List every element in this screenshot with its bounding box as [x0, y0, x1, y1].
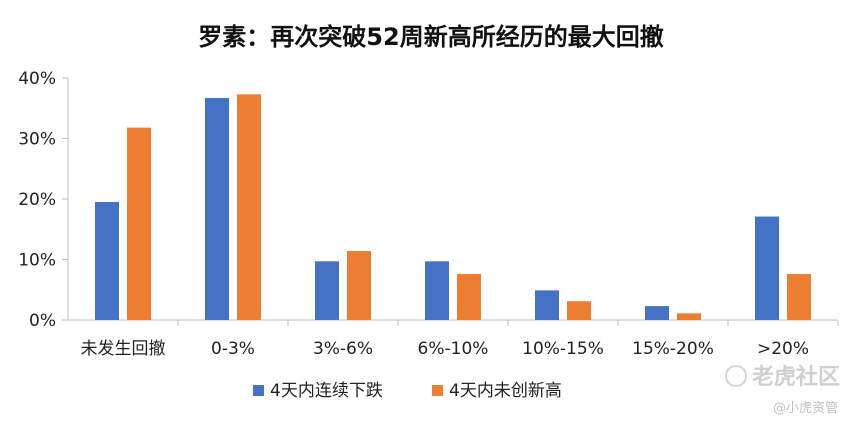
legend-swatch: [432, 385, 443, 396]
legend-swatch: [253, 385, 264, 396]
bars: [95, 94, 811, 321]
legend-label: 4天内连续下跌: [270, 381, 383, 401]
bar: [645, 306, 669, 320]
bar: [567, 301, 591, 320]
legend-label: 4天内未创新高: [449, 381, 562, 401]
bar: [237, 94, 261, 321]
watermark-logo-icon: [725, 365, 747, 387]
x-tick-label: >20%: [757, 339, 809, 359]
bar: [755, 216, 779, 320]
bar: [535, 290, 559, 320]
y-tick-label: 0%: [29, 311, 56, 331]
bar: [677, 313, 701, 320]
watermark-brand: 老虎社区: [751, 364, 840, 390]
y-tick-label: 10%: [18, 251, 56, 271]
bar: [457, 274, 481, 320]
legend: 4天内连续下跌 4天内未创新高: [253, 381, 562, 401]
bar: [127, 127, 151, 320]
chart-title: 罗素：再次突破52周新高所经历的最大回撤: [198, 23, 663, 51]
bar: [205, 97, 229, 320]
bar: [425, 261, 449, 320]
x-tick-label: 3%-6%: [313, 339, 373, 359]
y-axis: 0% 10% 20% 30% 40%: [18, 69, 69, 331]
watermark: 老虎社区 @小虎资管: [725, 364, 840, 416]
watermark-handle: @小虎资管: [773, 401, 838, 416]
bar: [347, 251, 371, 320]
x-tick-label: 15%-20%: [632, 339, 714, 359]
x-tick-label: 6%-10%: [418, 339, 489, 359]
x-axis: 未发生回撤 0-3% 3%-6% 6%-10% 10%-15% 15%-20% >20%: [68, 319, 839, 359]
bar: [787, 274, 811, 320]
y-tick-label: 20%: [18, 190, 56, 210]
bar: [315, 261, 339, 320]
x-tick-label: 10%-15%: [522, 339, 604, 359]
x-tick-label: 未发生回撤: [81, 339, 166, 359]
y-tick-label: 30%: [18, 130, 56, 150]
bar: [95, 202, 119, 320]
y-tick-label: 40%: [18, 69, 56, 89]
x-tick-label: 0-3%: [211, 339, 255, 359]
